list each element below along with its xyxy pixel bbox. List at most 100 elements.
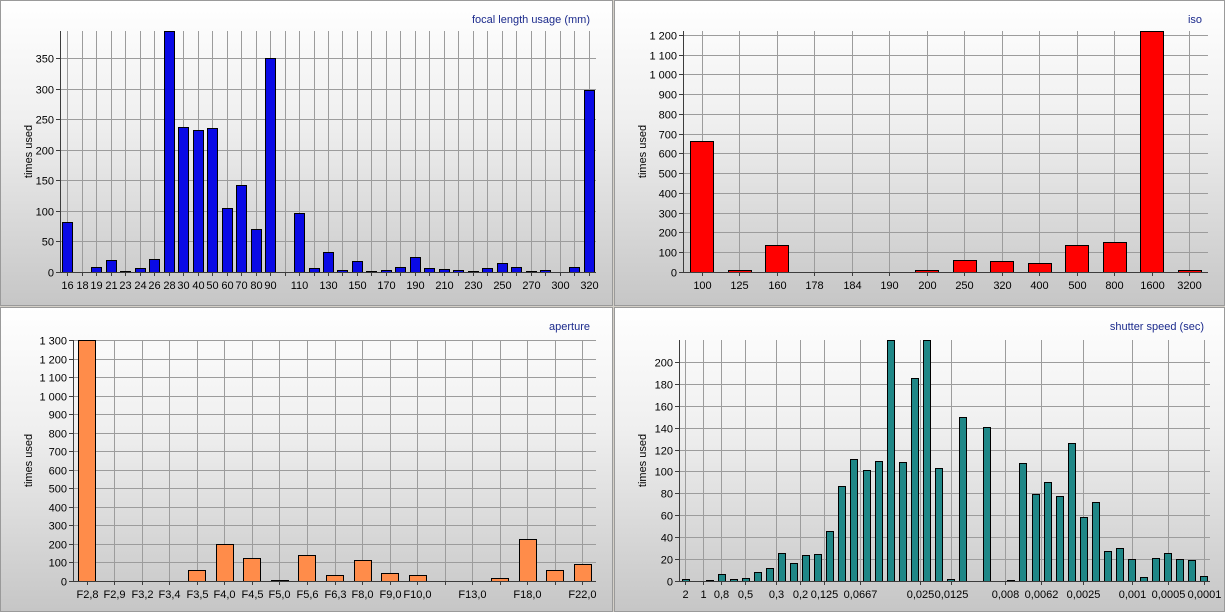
shutter-bar (1032, 494, 1040, 582)
y-tick-label: 160 (655, 402, 673, 414)
focal-bar (222, 208, 233, 273)
y-tick-label: 700 (49, 447, 67, 459)
x-tick-label: 500 (1068, 280, 1086, 292)
y-tick-label: 1 200 (39, 355, 67, 367)
shutter-chart: shutter speed (sec)times used02040608010… (637, 321, 1221, 601)
aperture-bar (243, 558, 261, 582)
iso-y-axis-label: times used (637, 125, 649, 178)
focal-length-panel: focal length usage (mm) times used 0 50 100 1… (0, 0, 613, 306)
aperture-bar (409, 575, 427, 582)
y-tick-label: 800 (49, 429, 67, 441)
x-tick-label: 230 (464, 280, 482, 292)
y-tick-label: 700 (659, 130, 677, 142)
aperture-bar (298, 555, 316, 582)
x-tick-label: 125 (730, 280, 748, 292)
aperture-title: aperture (549, 321, 590, 333)
iso-chart: iso times used 0 100 200 300 400 500 600 700 800 90… (637, 14, 1208, 292)
aperture-bar (216, 544, 234, 582)
iso-bar (1065, 245, 1089, 273)
shutter-bar (1056, 496, 1064, 582)
x-tick-label: 50 (206, 280, 218, 292)
aperture-panel: aperture times used 0 100 200 300 400 500 600 700… (0, 307, 613, 612)
y-tick-label: 100 (659, 248, 677, 260)
focal-y-axis-label: times used (23, 125, 35, 178)
aperture-bar (381, 573, 399, 582)
x-tick-label: F18,0 (513, 589, 541, 601)
aperture-bar (574, 564, 592, 582)
x-tick-label: 300 (551, 280, 569, 292)
x-tick-label: F3,4 (158, 589, 180, 601)
focal-bar (236, 185, 247, 273)
aperture-bar (519, 539, 537, 582)
shutter-bar (1019, 463, 1027, 582)
x-tick-label: F22,0 (568, 589, 596, 601)
iso-bar (953, 260, 977, 273)
focal-bar (207, 128, 218, 273)
shutter-bar (838, 486, 846, 582)
y-tick-label: 50 (42, 237, 54, 249)
focal-bar (106, 260, 117, 273)
y-tick-label: 100 (655, 467, 673, 479)
focal-bar (294, 213, 305, 273)
shutter-bar (1128, 559, 1136, 582)
x-tick-label: 0,0025 (1067, 589, 1101, 601)
shutter-bar (766, 568, 774, 582)
x-tick-label: 3200 (1177, 280, 1201, 292)
aperture-y-axis-label: times used (23, 434, 35, 487)
iso-bar (1140, 31, 1164, 273)
y-tick-label: 400 (659, 189, 677, 201)
iso-title: iso (1188, 14, 1202, 26)
x-tick-label: 18 (76, 280, 88, 292)
x-tick-label: F5,0 (268, 589, 290, 601)
x-tick-label: 320 (580, 280, 598, 292)
x-tick-label: F13,0 (458, 589, 486, 601)
y-tick-label: 250 (36, 115, 54, 127)
shutter-bar (1092, 502, 1100, 582)
y-tick-label: 350 (36, 54, 54, 66)
focal-bar (251, 229, 262, 273)
x-tick-label: F6,3 (324, 589, 346, 601)
focal-bar (178, 127, 189, 273)
aperture-bar (78, 340, 96, 582)
y-tick-label: 60 (661, 511, 673, 523)
x-tick-label: 24 (134, 280, 146, 292)
y-tick-label: 300 (49, 521, 67, 533)
x-tick-label: 130 (319, 280, 337, 292)
y-tick-label: 180 (655, 380, 673, 392)
y-tick-label: 200 (659, 228, 677, 240)
x-tick-label: 400 (1030, 280, 1048, 292)
x-tick-label: 80 (250, 280, 262, 292)
shutter-bar (718, 574, 726, 582)
y-tick-label: 20 (661, 555, 673, 567)
shutter-bar (754, 572, 762, 582)
y-tick-label: 0 (61, 577, 67, 589)
shutter-bar (1164, 553, 1172, 582)
y-tick-label: 500 (659, 169, 677, 181)
x-tick-label: 800 (1105, 280, 1123, 292)
shutter-bar (899, 462, 907, 582)
y-tick-label: 200 (49, 540, 67, 552)
x-tick-label: 90 (264, 280, 276, 292)
y-tick-label: 1 100 (649, 51, 677, 63)
x-tick-label: 100 (693, 280, 711, 292)
focal-bar (424, 268, 435, 273)
shutter-bar (1044, 482, 1052, 582)
x-tick-label: 0,125 (811, 589, 839, 601)
x-tick-label: 70 (235, 280, 247, 292)
shutter-bar (935, 468, 943, 582)
shutter-bar (1188, 560, 1196, 582)
y-tick-label: 800 (659, 110, 677, 122)
shutter-bar (814, 554, 822, 582)
x-tick-label: 270 (522, 280, 540, 292)
x-tick-label: 0,001 (1119, 589, 1147, 601)
x-tick-label: 2 (682, 589, 688, 601)
x-tick-label: F2,8 (76, 589, 98, 601)
shutter-bar (875, 461, 883, 582)
focal-bar (135, 268, 146, 273)
x-tick-label: 250 (493, 280, 511, 292)
focal-chart: focal length usage (mm) times used 0 50 100 1… (23, 14, 599, 292)
x-tick-label: 21 (105, 280, 117, 292)
focal-bar (193, 130, 204, 273)
focal-bar (323, 252, 334, 273)
y-tick-label: 100 (36, 207, 54, 219)
